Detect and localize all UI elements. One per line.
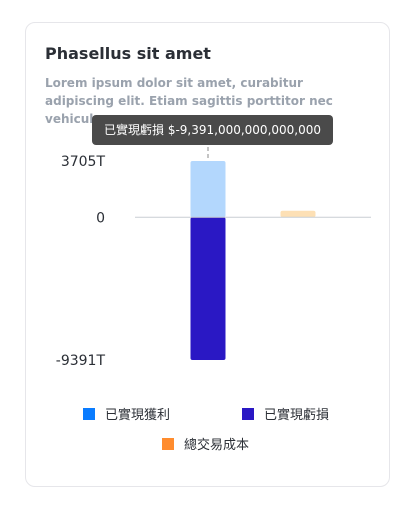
- chart-tooltip: 已實現虧損 $-9,391,000,000,000,000: [92, 115, 334, 145]
- legend-label: 已實現獲利: [105, 408, 171, 423]
- y-tick-label: 0: [96, 210, 105, 226]
- legend-swatch: [83, 407, 95, 420]
- legend-item-total-trading-cost[interactable]: 總交易成本: [162, 434, 249, 453]
- y-tick-label: -9391T: [56, 353, 106, 369]
- y-tick-label: 3705T: [61, 154, 106, 170]
- legend-swatch: [162, 437, 174, 450]
- legend-label: 已實現虧損: [264, 408, 330, 423]
- legend-item-realized-loss[interactable]: 已實現虧損: [242, 404, 329, 423]
- card-subtitle: Lorem ipsum dolor sit amet, curabitur ad…: [45, 76, 333, 126]
- card-title: Phasellus sit amet: [45, 44, 211, 63]
- legend-swatch: [242, 407, 254, 420]
- legend-item-realized-profit[interactable]: 已實現獲利: [83, 404, 170, 423]
- legend-label: 總交易成本: [184, 438, 250, 453]
- bar-1-0[interactable]: [190, 217, 226, 360]
- bar-2-1[interactable]: [280, 210, 316, 218]
- bar-0-0[interactable]: [190, 161, 226, 218]
